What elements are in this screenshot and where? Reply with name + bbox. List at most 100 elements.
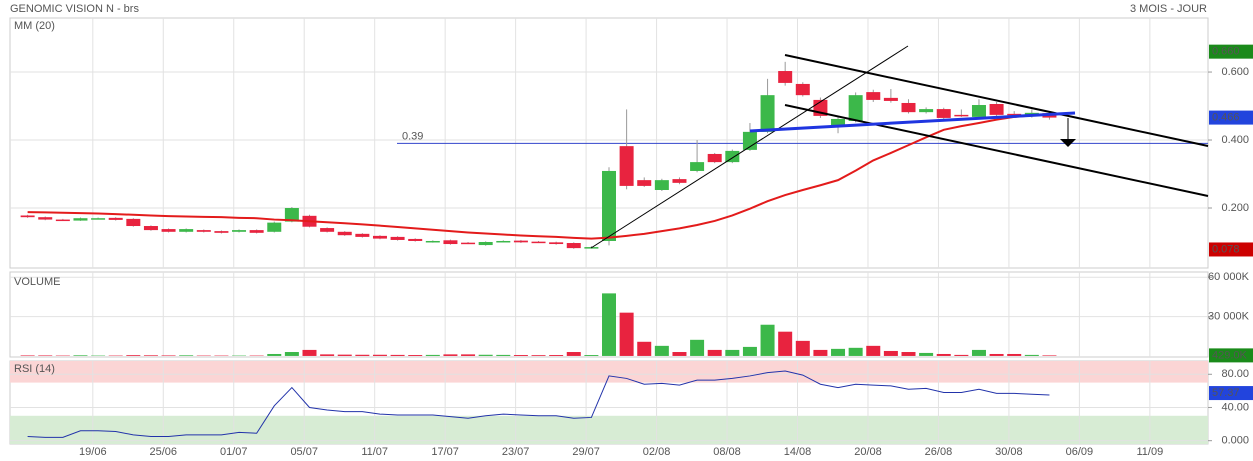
candle-body: [549, 242, 564, 245]
volume-bar: [302, 349, 317, 356]
candle-body: [637, 180, 652, 186]
candle-body: [390, 236, 405, 240]
candle-body: [760, 95, 775, 132]
volume-bar: [179, 355, 194, 356]
value-badge-label: 429.0K: [1212, 349, 1248, 361]
volume-bar: [531, 355, 546, 356]
candle-body: [496, 240, 511, 243]
candle-body: [954, 114, 969, 117]
rsi-zone: [10, 361, 1208, 383]
candle-body: [848, 95, 863, 121]
candle-body: [38, 217, 53, 220]
moving-average: [27, 113, 1050, 240]
volume-bar: [126, 355, 141, 356]
y-tick-label: 60 000K: [1208, 271, 1250, 283]
candle-body: [267, 222, 282, 232]
candle-body: [126, 218, 141, 227]
candle-body: [478, 241, 493, 246]
channel-bottom: [784, 104, 1209, 197]
volume-bar: [372, 354, 387, 356]
candle-body: [355, 233, 370, 237]
volume-bar: [337, 354, 352, 356]
candle-body: [919, 109, 934, 113]
y-tick-label: 0.000: [1221, 435, 1249, 447]
volume-bar: [425, 354, 440, 356]
x-tick-label: 06/09: [1066, 446, 1094, 458]
x-tick-label: 01/07: [220, 446, 248, 458]
x-tick-label: 25/06: [150, 446, 178, 458]
plot-layer: 0.200 0.400 0.600 30 000K 60 000K 0.000 40.00 8…: [10, 18, 1253, 458]
candle-body: [989, 103, 1004, 115]
chart-title: GENOMIC VISION N - brs: [10, 3, 139, 15]
value-badge: [1209, 110, 1253, 125]
y-tick-label: 0.200: [1221, 202, 1249, 214]
candle-body: [408, 238, 423, 241]
trend-line: [590, 45, 909, 249]
volume-bar: [73, 355, 88, 356]
volume-bar: [20, 355, 35, 356]
volume-bar: [654, 345, 669, 356]
volume-bar: [831, 348, 846, 356]
volume-bar: [778, 331, 793, 356]
candle-body: [866, 92, 881, 100]
volume-bar: [320, 354, 335, 356]
candle-body: [831, 118, 846, 127]
volume-bar: [1007, 353, 1022, 356]
support-line: [749, 111, 1076, 133]
x-tick-label: 17/07: [431, 446, 459, 458]
candle-body: [936, 109, 951, 118]
candle-body: [337, 231, 352, 236]
candle-body: [73, 218, 88, 221]
candle-body: [725, 150, 740, 163]
volume-bar: [954, 354, 969, 356]
volume-bar: [619, 312, 634, 356]
volume-label: VOLUME: [14, 276, 60, 288]
annotations: [590, 45, 1209, 249]
volume-bar: [936, 353, 951, 356]
volume-bar: [408, 355, 423, 356]
volume-bar: [566, 352, 581, 356]
value-badge-label: 0.660: [1212, 46, 1240, 58]
volume-bar: [1024, 354, 1039, 356]
candle-body: [20, 215, 35, 218]
candle-body: [778, 71, 793, 83]
candle-body: [707, 153, 722, 163]
candle-body: [795, 83, 810, 96]
rsi-line: [27, 370, 1050, 438]
candle-body: [654, 180, 669, 190]
candle-body: [214, 231, 229, 233]
x-tick-label: 29/07: [572, 446, 600, 458]
candle-body: [531, 241, 546, 244]
volume-bar: [355, 354, 370, 356]
y-tick-label: 40.00: [1221, 401, 1249, 413]
value-badge: [1209, 242, 1253, 257]
x-tick-label: 02/08: [643, 446, 671, 458]
volume-bar: [707, 349, 722, 356]
candle-body: [284, 208, 299, 222]
volume-bar: [760, 324, 775, 356]
volume-bar: [549, 355, 564, 356]
volume-bar: [143, 355, 158, 356]
candle-body: [672, 179, 687, 183]
volume-bar: [637, 341, 652, 356]
candle-body: [443, 240, 458, 245]
y-tick-label: 80.00: [1221, 368, 1249, 380]
value-badge-label: 0.466: [1212, 111, 1240, 123]
candle-body: [143, 226, 158, 231]
candle-body: [690, 162, 705, 171]
candle-body: [108, 217, 123, 220]
candle-body: [971, 105, 986, 117]
volume-bar: [989, 353, 1004, 356]
x-tick-label: 26/08: [925, 446, 953, 458]
candle-body: [513, 240, 528, 243]
candle-body: [602, 170, 616, 241]
chart-subtitle: 3 MOIS - JOUR: [1130, 3, 1207, 15]
value-badge-label: 57.37: [1212, 387, 1240, 399]
volume-bar: [742, 346, 757, 356]
candle-body: [161, 229, 176, 232]
volume-bar: [161, 355, 176, 356]
volume-bar: [284, 352, 299, 356]
volume-bar: [971, 349, 986, 356]
arrow-head: [1060, 139, 1076, 147]
